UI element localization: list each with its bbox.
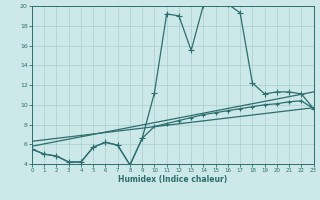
X-axis label: Humidex (Indice chaleur): Humidex (Indice chaleur)	[118, 175, 228, 184]
